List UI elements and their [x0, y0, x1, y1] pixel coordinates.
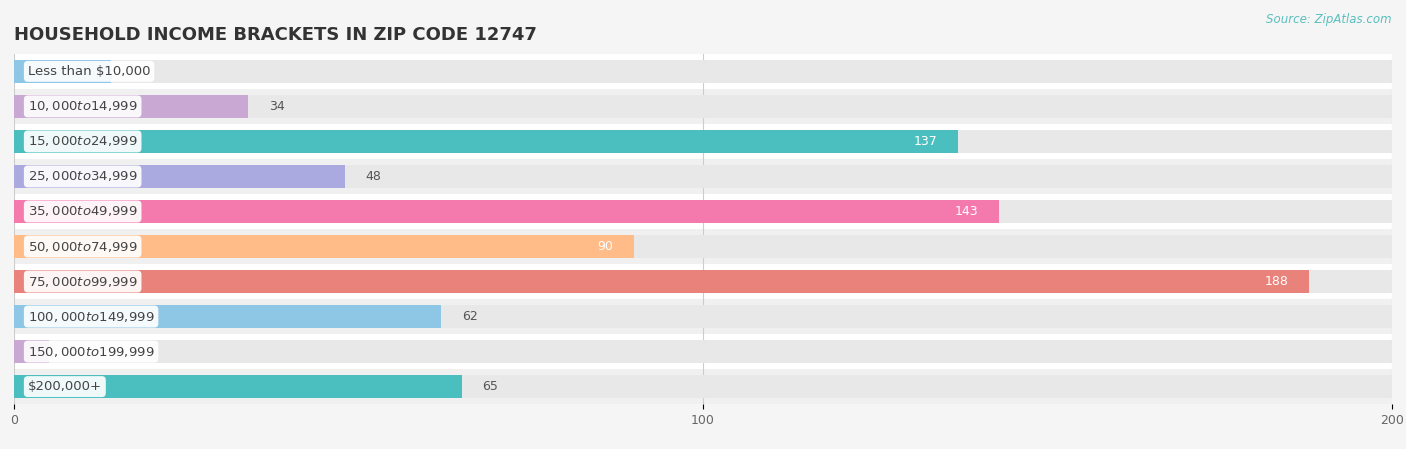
Text: 34: 34: [269, 100, 285, 113]
Text: Source: ZipAtlas.com: Source: ZipAtlas.com: [1267, 13, 1392, 26]
Text: $25,000 to $34,999: $25,000 to $34,999: [28, 169, 138, 184]
Text: $150,000 to $199,999: $150,000 to $199,999: [28, 344, 155, 359]
Bar: [14, 375, 463, 398]
Bar: [14, 375, 1392, 398]
Bar: [14, 340, 1392, 363]
Bar: [14, 305, 441, 328]
Text: 188: 188: [1265, 275, 1289, 288]
Text: 90: 90: [598, 240, 613, 253]
Bar: [14, 340, 48, 363]
Text: HOUSEHOLD INCOME BRACKETS IN ZIP CODE 12747: HOUSEHOLD INCOME BRACKETS IN ZIP CODE 12…: [14, 26, 537, 44]
Bar: [14, 270, 1309, 293]
Bar: [14, 165, 1392, 188]
Bar: [14, 89, 1392, 124]
Text: 14: 14: [131, 65, 148, 78]
Bar: [14, 60, 1392, 83]
Bar: [14, 235, 1392, 258]
Bar: [14, 159, 1392, 194]
Bar: [14, 270, 1392, 293]
Bar: [14, 305, 1392, 328]
Bar: [14, 165, 344, 188]
Bar: [14, 54, 1392, 89]
Text: $35,000 to $49,999: $35,000 to $49,999: [28, 204, 138, 219]
Bar: [14, 200, 1000, 223]
Bar: [14, 60, 111, 83]
Bar: [14, 95, 249, 118]
Bar: [14, 124, 1392, 159]
Text: 65: 65: [482, 380, 498, 393]
Bar: [14, 235, 634, 258]
Bar: [14, 130, 1392, 153]
Bar: [14, 95, 1392, 118]
Bar: [14, 369, 1392, 404]
Text: Less than $10,000: Less than $10,000: [28, 65, 150, 78]
Bar: [14, 264, 1392, 299]
Text: 48: 48: [366, 170, 381, 183]
Bar: [14, 334, 1392, 369]
Text: $75,000 to $99,999: $75,000 to $99,999: [28, 274, 138, 289]
Text: $10,000 to $14,999: $10,000 to $14,999: [28, 99, 138, 114]
Bar: [14, 130, 957, 153]
Text: 137: 137: [914, 135, 938, 148]
Text: $50,000 to $74,999: $50,000 to $74,999: [28, 239, 138, 254]
Text: $15,000 to $24,999: $15,000 to $24,999: [28, 134, 138, 149]
Text: 143: 143: [955, 205, 979, 218]
Bar: [14, 200, 1392, 223]
Bar: [14, 229, 1392, 264]
Text: $200,000+: $200,000+: [28, 380, 101, 393]
Bar: [14, 194, 1392, 229]
Text: 62: 62: [463, 310, 478, 323]
Text: $100,000 to $149,999: $100,000 to $149,999: [28, 309, 155, 324]
Bar: [14, 299, 1392, 334]
Text: 5: 5: [69, 345, 77, 358]
